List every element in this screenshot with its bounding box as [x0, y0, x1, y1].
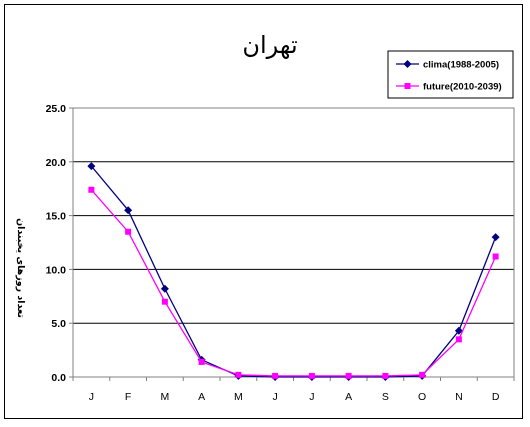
- data-point-future: [198, 358, 205, 365]
- x-tick-label: J: [309, 391, 314, 403]
- legend-box: [387, 50, 514, 99]
- legend-label-clima: clima(1988-2005): [423, 60, 499, 71]
- data-point-future: [492, 253, 499, 260]
- y-tick-label: 20.0: [46, 157, 67, 169]
- x-tick-label: A: [345, 391, 352, 403]
- series-layer: [87, 162, 500, 381]
- data-point-future: [161, 298, 168, 305]
- gridlines: [73, 161, 514, 324]
- data-point-future: [235, 371, 242, 378]
- data-point-clima: [491, 233, 500, 242]
- data-point-future: [88, 186, 95, 193]
- data-point-clima: [454, 326, 463, 335]
- x-tick-label: J: [273, 391, 278, 403]
- data-point-clima: [124, 206, 133, 215]
- plot-area: [72, 107, 515, 378]
- data-point-future: [308, 372, 315, 379]
- data-point-clima: [87, 162, 96, 171]
- x-tick-label: A: [198, 391, 205, 403]
- data-point-future: [455, 336, 462, 343]
- x-tick-label: F: [125, 391, 131, 403]
- series-line-future: [90, 189, 497, 377]
- y-axis-label: تعداد روزهای یخبندان: [15, 218, 26, 318]
- y-tick-label: 10.0: [46, 264, 67, 276]
- x-tick-label: D: [492, 391, 500, 403]
- x-tick-label: S: [382, 391, 389, 403]
- data-point-future: [382, 372, 389, 379]
- x-tick-label: N: [455, 391, 463, 403]
- x-tick-label: M: [161, 391, 170, 403]
- data-point-future: [419, 371, 426, 378]
- y-tick-label: 15.0: [46, 211, 67, 223]
- y-tick-label: 5.0: [51, 318, 66, 330]
- data-point-clima: [160, 284, 169, 293]
- data-point-future: [125, 228, 132, 235]
- legend-label-future: future(2010-2039): [423, 82, 502, 93]
- chart-title: تهران: [242, 31, 297, 59]
- data-point-future: [272, 372, 279, 379]
- x-tick-label: J: [89, 391, 94, 403]
- series-line-clima: [90, 165, 497, 378]
- data-point-future: [345, 372, 352, 379]
- legend-marker-future: [404, 83, 411, 89]
- x-tick-label: O: [418, 391, 426, 403]
- y-axis-ticks: 0.0 5.0 10.0 15.0 20.0 25.0: [46, 103, 73, 384]
- y-tick-label: 0.0: [51, 372, 66, 384]
- legend: clima(1988-2005) future(2010-2039): [387, 50, 514, 99]
- y-tick-label: 25.0: [46, 103, 67, 115]
- legend-marker-clima: [403, 60, 412, 68]
- x-tick-label: M: [234, 391, 243, 403]
